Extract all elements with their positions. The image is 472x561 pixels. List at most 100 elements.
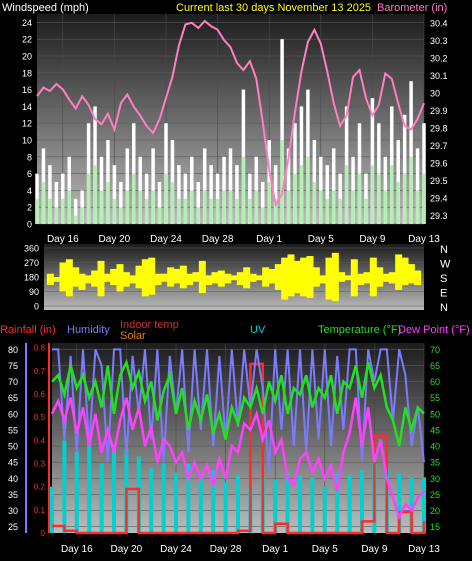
- wind-average-bar: [235, 198, 239, 224]
- wind-average-bar: [164, 173, 168, 224]
- wind-y-tick-label: 10: [22, 136, 32, 146]
- wind-average-bar: [280, 140, 284, 224]
- multi-x-tick-label: Day 16: [61, 544, 93, 555]
- wind-gust-bar: [286, 148, 291, 224]
- wind-x-tick-label: Day 24: [150, 234, 182, 245]
- multi-x-tick-label: Day 1: [262, 544, 289, 555]
- wind-average-bar: [215, 198, 220, 224]
- wind-x-tick-label: Day 5: [308, 234, 335, 245]
- barometer-y-tick-label: 29.4: [430, 193, 448, 203]
- wind-average-bar: [364, 198, 368, 224]
- rain-y-tick-label: 0.2: [34, 483, 46, 492]
- barometer-y-tick-label: 29.9: [430, 106, 448, 116]
- wind-average-bar: [170, 182, 175, 224]
- wind-y-tick-label: 14: [22, 102, 32, 112]
- wind-average-bar: [254, 190, 259, 224]
- wind-average-bar: [241, 156, 246, 224]
- temperature-y-tick-label: 20: [430, 506, 440, 516]
- temperature-y-tick-label: 40: [430, 442, 440, 452]
- wind-y-tick-label: 16: [22, 85, 32, 95]
- wind-gust-bar: [48, 165, 52, 224]
- compass-label: N: [440, 244, 448, 256]
- wind-average-bar: [209, 198, 213, 224]
- wind-average-bar: [93, 165, 97, 224]
- wind-average-bar: [54, 207, 59, 224]
- humidity-y-tick-label: 80: [8, 345, 18, 355]
- rain-y-tick-label: 0.4: [34, 436, 46, 445]
- wind-y-tick-label: 0: [27, 220, 32, 230]
- wind-gust-bar: [112, 165, 117, 224]
- wind-x-tick-label: Day 28: [202, 234, 234, 245]
- chart-title: Current last 30 days November 13 2025: [176, 2, 371, 14]
- wind-y-tick-label: 22: [22, 35, 32, 45]
- wind-gust-bar: [54, 182, 59, 224]
- direction-y-tick-label: 90: [29, 287, 39, 297]
- dew-point-line: [50, 397, 425, 521]
- wind-average-bar: [125, 190, 130, 224]
- wind-average-bar: [177, 198, 181, 224]
- multi-x-tick-label: Day 9: [361, 544, 388, 555]
- uv-bar: [310, 477, 315, 533]
- wind-gust-bar: [331, 148, 336, 224]
- wind-average-bar: [35, 198, 39, 224]
- wind-x-tick-label: Day 13: [408, 234, 440, 245]
- wind-average-bar: [331, 190, 336, 224]
- uv-bar: [74, 451, 79, 533]
- rain-y-tick-label: 0: [41, 529, 46, 538]
- wind-x-tick-label: Day 16: [47, 234, 79, 245]
- rainfall-line: [52, 362, 426, 535]
- wind-gust-bar: [125, 148, 130, 224]
- wind-average-bar: [190, 190, 194, 224]
- legend-indoor-temp: Indoor temp: [120, 319, 179, 331]
- axes-layer: 24222018161412108642030.430.330.230.1302…: [8, 18, 451, 555]
- wind-axis-title: Windspeed (mph): [2, 2, 89, 14]
- temperature-y-tick-label: 35: [430, 458, 440, 468]
- temperature-y-tick-label: 30: [430, 474, 440, 484]
- wind-average-bar: [151, 190, 155, 224]
- compass-label: W: [440, 259, 451, 271]
- temperature-line: [51, 358, 425, 447]
- wind-gust-bar: [280, 39, 284, 225]
- wind-gust-bar: [228, 148, 233, 224]
- uv-bar: [223, 482, 228, 533]
- wind-average-bar: [267, 182, 271, 224]
- compass-label: N: [440, 302, 448, 314]
- humidity-y-tick-label: 55: [8, 425, 18, 435]
- uv-bar: [273, 479, 278, 533]
- wind-average-bar: [106, 182, 110, 224]
- wind-average-bar: [157, 207, 162, 224]
- legend-humidity: Humidity: [67, 324, 110, 336]
- wind-gust-bar: [157, 182, 162, 224]
- wind-gust-bar: [273, 165, 278, 224]
- humidity-y-tick-label: 30: [8, 506, 18, 516]
- wind-y-tick-label: 8: [27, 152, 32, 162]
- humidity-y-tick-label: 35: [8, 490, 18, 500]
- temperature-y-tick-label: 65: [430, 361, 440, 371]
- uv-bar: [161, 463, 166, 533]
- temperature-y-tick-label: 70: [430, 345, 440, 355]
- uv-bar: [87, 440, 92, 533]
- wind-gust-bar: [235, 165, 239, 224]
- uv-bar: [112, 444, 116, 533]
- wind-average-bar: [338, 198, 342, 224]
- wind-average-bar: [80, 207, 84, 224]
- legend-temperature: Temperature (°F): [318, 324, 401, 336]
- wind-average-bar: [261, 207, 265, 224]
- legend-dew-point: Dew Point (°F): [398, 324, 470, 336]
- direction-y-tick-label: 360: [24, 244, 39, 254]
- direction-y-tick-label: 0: [34, 302, 39, 312]
- wind-gust-bar: [177, 165, 181, 224]
- barometer-y-tick-label: 30.2: [430, 53, 448, 63]
- wind-gust-bar: [119, 182, 123, 224]
- wind-average-bar: [390, 165, 394, 224]
- direction-line: [50, 269, 419, 284]
- wind-x-tick-label: Day 1: [256, 234, 283, 245]
- uv-bar: [335, 472, 340, 533]
- wind-average-bar: [293, 173, 297, 224]
- uv-bar: [198, 477, 203, 533]
- legend-solar: Solar: [120, 330, 146, 342]
- wind-average-bar: [248, 198, 252, 224]
- uv-bar: [322, 486, 327, 533]
